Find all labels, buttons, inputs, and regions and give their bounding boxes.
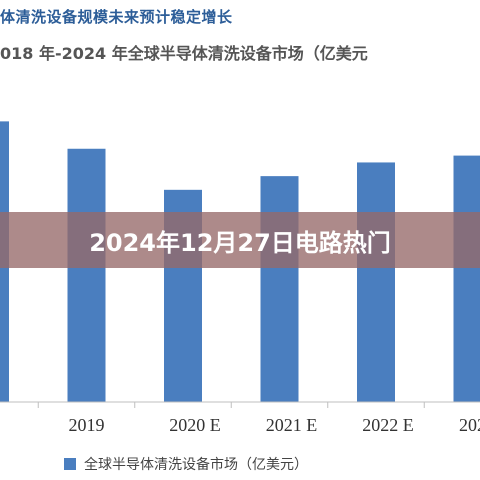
bar-6 [453, 155, 480, 402]
x-tick-label: 2022 E [362, 415, 414, 435]
x-tick-label: 2021 E [266, 415, 318, 435]
x-tick-label: 2020 E [169, 415, 221, 435]
heading: 体清洗设备规模未来预计稳定增长 [0, 8, 233, 26]
bars-group [0, 121, 480, 402]
x-tick-label: 2019 [69, 415, 105, 435]
x-tick-label: 202 [459, 415, 480, 435]
headline-text: 2024年12月27日电路热门 [89, 228, 391, 257]
legend-swatch [64, 458, 76, 470]
bar-4 [260, 176, 299, 402]
bar-5 [357, 162, 395, 402]
legend-label: 全球半导体清洗设备市场（亿美元） [84, 456, 308, 473]
headline-banner: 2024年12月27日电路热门 [0, 212, 480, 268]
bar-2 [67, 148, 106, 402]
chart-title: 018 年-2024 年全球半导体清洗设备市场（亿美元 [0, 44, 368, 63]
